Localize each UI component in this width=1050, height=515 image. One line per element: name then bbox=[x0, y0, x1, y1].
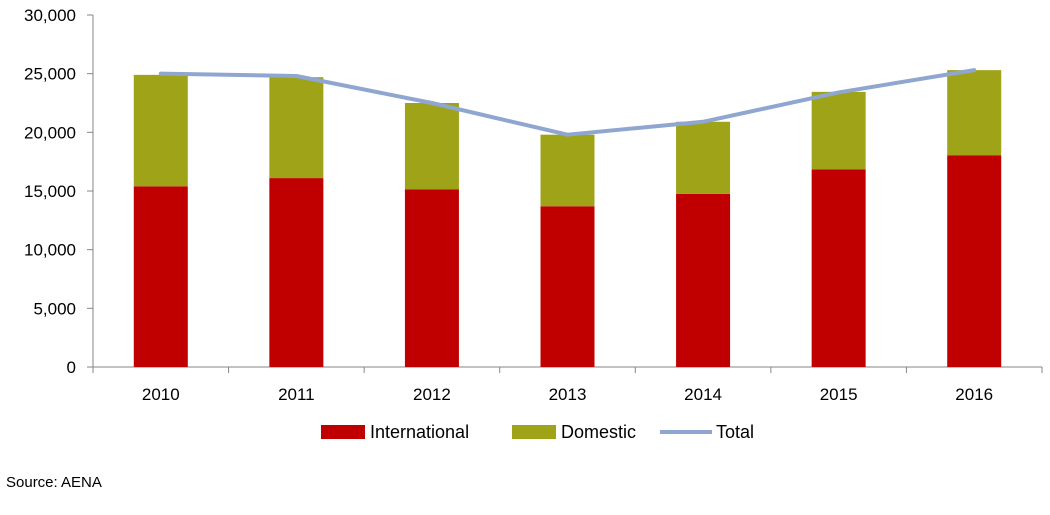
bar-domestic-2016 bbox=[947, 70, 1002, 156]
x-tick-label: 2015 bbox=[820, 385, 858, 404]
x-tick-label: 2013 bbox=[549, 385, 587, 404]
bar-domestic-2011 bbox=[269, 77, 324, 179]
bar-international-2015 bbox=[811, 169, 866, 367]
y-tick-label: 15,000 bbox=[24, 182, 76, 201]
axes: 0 5,000 10,000 15,000 20,000 25,000 30,000 2010… bbox=[24, 6, 1043, 404]
y-tick-label: 25,000 bbox=[24, 65, 76, 84]
bar-international-2012 bbox=[404, 189, 459, 367]
bars bbox=[133, 70, 1002, 367]
bar-domestic-2010 bbox=[133, 74, 188, 187]
source-note: Source: AENA bbox=[6, 474, 102, 491]
legend-swatch-domestic bbox=[512, 425, 556, 439]
y-tick-label: 5,000 bbox=[33, 299, 76, 318]
x-tick-label: 2010 bbox=[142, 385, 180, 404]
bar-international-2011 bbox=[269, 178, 324, 367]
bar-international-2013 bbox=[540, 206, 595, 367]
legend-label-international: International bbox=[370, 422, 469, 442]
y-tick-label: 10,000 bbox=[24, 241, 76, 260]
total-line-layer bbox=[158, 68, 977, 137]
legend: International Domestic Total bbox=[321, 422, 754, 442]
legend-label-total: Total bbox=[716, 422, 754, 442]
bar-domestic-2012 bbox=[404, 103, 459, 190]
bar-domestic-2015 bbox=[811, 91, 866, 170]
bar-international-2016 bbox=[947, 155, 1002, 367]
x-tick-label: 2011 bbox=[278, 385, 315, 404]
y-tick-label: 20,000 bbox=[24, 123, 76, 142]
bar-international-2014 bbox=[676, 193, 731, 367]
legend-swatch-international bbox=[321, 425, 365, 439]
bar-international-2010 bbox=[133, 186, 188, 367]
legend-label-domestic: Domestic bbox=[561, 422, 636, 442]
y-tick-label: 30,000 bbox=[24, 6, 76, 25]
bar-domestic-2013 bbox=[540, 134, 595, 207]
y-tick-label: 0 bbox=[67, 358, 76, 377]
x-tick-label: 2016 bbox=[955, 385, 993, 404]
x-tick-label: 2012 bbox=[413, 385, 451, 404]
x-tick-label: 2014 bbox=[684, 385, 722, 404]
bar-domestic-2014 bbox=[676, 121, 731, 194]
